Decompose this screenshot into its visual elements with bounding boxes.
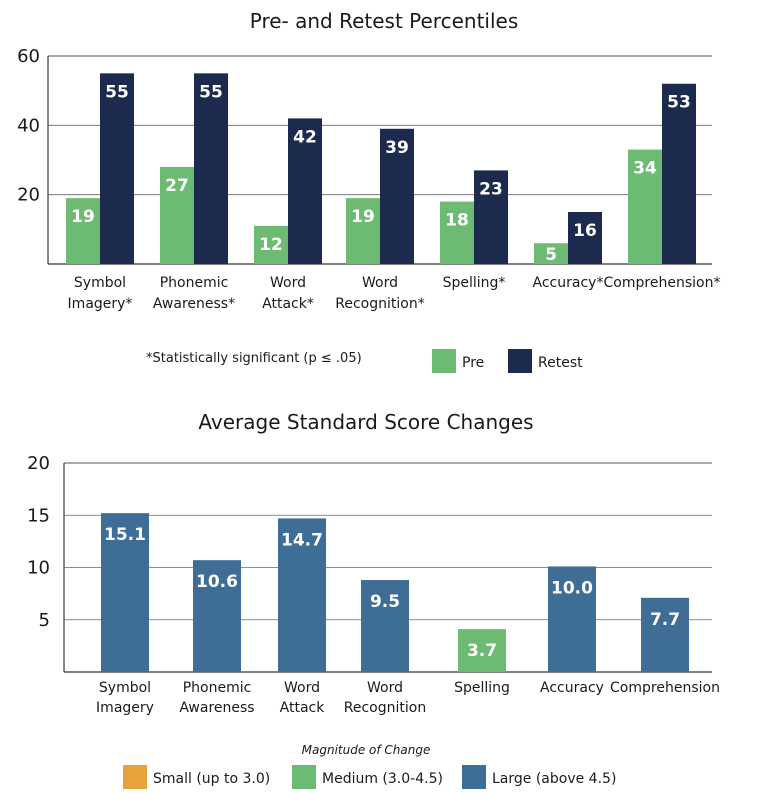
chart1-bar-pre [534,243,568,264]
legend-label-large: Large (above 4.5) [492,771,616,787]
chart1-bar-pre [160,166,194,264]
chart1-bar-retest [194,73,228,264]
legend-swatch-retest [508,349,532,373]
chart1-category-label: Word [270,275,306,291]
chart1-y-tick-label: 20 [17,185,40,206]
chart1-bar-pre [254,225,288,264]
legend-label-retest: Retest [538,355,583,371]
chart1-category-label: Comprehension* [604,275,721,291]
chart1-data-label: 5 [545,245,557,265]
chart1-bar-retest [568,212,602,264]
chart2-bar [278,518,326,672]
chart1-data-label: 23 [479,179,503,199]
chart2-category-label: Word [284,680,320,696]
chart1-bar-retest [380,128,414,264]
chart1-bar-pre [440,201,474,264]
chart1-bar-pre [346,198,380,264]
chart1-data-label: 18 [445,211,469,231]
chart1-category-label: Awareness* [153,296,235,312]
chart2-category-label: Accuracy [540,680,604,696]
chart1-category-label: Recognition* [335,296,424,312]
chart2-data-label: 15.1 [104,525,146,545]
chart1-data-label: 16 [573,221,597,241]
chart1-bar-retest [474,170,508,264]
legend-label-pre: Pre [462,355,484,371]
chart1-data-label: 39 [385,138,409,158]
chart1-data-label: 12 [259,235,283,255]
chart2-data-label: 14.7 [281,530,323,550]
chart2-y-tick-label: 15 [27,505,50,526]
chart1-category-label: Attack* [262,296,314,312]
chart2-data-label: 3.7 [467,641,497,661]
chart2-bar [548,566,596,672]
chart1-footnote: *Statistically significant (p ≤ .05) [146,351,362,366]
chart2-category-label: Recognition [344,700,426,716]
chart1-category-label: Symbol [74,275,126,291]
chart2-category-label: Symbol [99,680,151,696]
chart2-title: Average Standard Score Changes [198,410,533,434]
chart2-category-label: Comprehension [610,680,720,696]
chart1-bar-pre [66,198,100,264]
chart2-y-tick-label: 10 [27,558,50,579]
chart1-data-label: 55 [199,82,223,102]
chart1-title: Pre- and Retest Percentiles [250,9,519,33]
chart1-category-label: Word [362,275,398,291]
chart1-bar-retest [662,83,696,264]
chart2-data-label: 9.5 [370,592,400,612]
chart2-data-label: 7.7 [650,610,680,630]
chart2-category-label: Spelling [454,680,510,696]
chart1-data-label: 19 [71,207,95,227]
legend-swatch-large [462,765,486,789]
chart1-data-label: 42 [293,127,317,147]
chart2-bar [193,560,241,672]
chart1-data-label: 53 [667,93,691,113]
chart1-data-label: 55 [105,82,129,102]
chart2-bar [458,629,506,672]
chart1-data-label: 27 [165,176,189,196]
chart2-category-label: Awareness [179,700,254,716]
chart2-category-label: Phonemic [183,680,252,696]
chart2-data-label: 10.6 [196,572,238,592]
chart2-legend-title: Magnitude of Change [302,743,431,757]
chart1-category-label: Accuracy* [533,275,604,291]
chart2-y-tick-label: 5 [39,610,50,631]
chart1-category-label: Phonemic [160,275,229,291]
legend-swatch-small [123,765,147,789]
legend-swatch-medium [292,765,316,789]
legend-swatch-pre [432,349,456,373]
chart1-data-label: 34 [633,159,657,179]
chart2-data-label: 10.0 [551,578,593,598]
chart2-bar [641,597,689,672]
legend-label-small: Small (up to 3.0) [153,771,270,787]
chart2-category-label: Attack [280,700,326,716]
chart2-bar [361,580,409,672]
chart1-category-label: Imagery* [68,296,133,312]
chart1-y-tick-label: 60 [17,46,40,67]
chart2-y-tick-label: 20 [27,453,50,474]
chart2-category-label: Word [367,680,403,696]
chart1-bar-retest [288,118,322,265]
chart1-category-label: Spelling* [443,275,506,291]
legend-label-medium: Medium (3.0-4.5) [322,771,443,787]
chart1-bar-pre [628,149,662,264]
chart1-y-tick-label: 40 [17,115,40,136]
chart1-data-label: 19 [351,207,375,227]
chart2-bar [101,513,149,672]
chart1-bar-retest [100,73,134,264]
chart2-category-label: Imagery [96,700,154,716]
